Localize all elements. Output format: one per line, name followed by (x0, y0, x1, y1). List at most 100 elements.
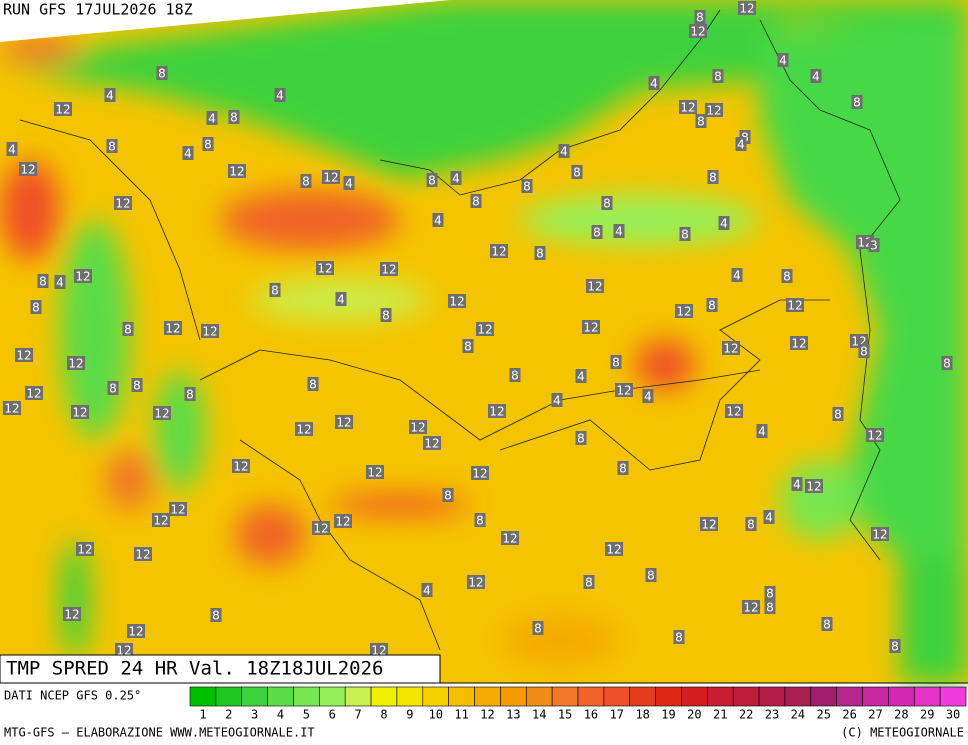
color-cell (810, 686, 837, 707)
contour-label: 4 (758, 425, 766, 439)
contour-label: 8 (696, 11, 704, 25)
contour-label: 12 (26, 387, 41, 401)
contour-label: 12 (313, 522, 328, 536)
color-cell (422, 686, 449, 707)
label-box (37, 274, 49, 288)
label-box (471, 466, 489, 480)
label-box (131, 378, 143, 392)
contour-label: 8 (444, 489, 452, 503)
label-box (476, 322, 494, 336)
label-box (30, 300, 42, 314)
contour-label: 8 (124, 323, 132, 337)
legend-tick-label: 18 (635, 708, 649, 722)
contour-label: 12 (55, 103, 70, 117)
contour-label: 4 (737, 138, 745, 152)
contour-label: 12 (739, 2, 754, 16)
label-box (791, 477, 803, 491)
label-box (615, 383, 633, 397)
label-box (509, 368, 521, 382)
label-box (54, 275, 66, 289)
contour-label: 4 (276, 89, 284, 103)
contour-label: 4 (812, 70, 820, 84)
title-box (0, 654, 441, 684)
contour-label: 4 (106, 89, 114, 103)
contour-label: 12 (583, 321, 598, 335)
contour-label: 8 (709, 171, 717, 185)
contour-label: 8 (891, 640, 899, 654)
color-cell (293, 686, 320, 707)
contour-label: 4 (337, 293, 345, 307)
label-box (448, 294, 466, 308)
color-cell (732, 686, 760, 707)
label-box (307, 377, 319, 391)
contour-label: 8 (747, 518, 755, 532)
label-box (764, 600, 776, 614)
label-box (706, 298, 718, 312)
label-box (941, 356, 953, 370)
label-box (184, 387, 196, 401)
contour-label: 8 (309, 378, 317, 392)
legend-tick-label: 5 (303, 708, 310, 722)
contour-label: 4 (423, 584, 431, 598)
contour-label: 8 (681, 228, 689, 242)
legend-tick-label: 14 (532, 708, 546, 722)
label-box (423, 436, 441, 450)
color-cell (603, 686, 631, 707)
color-cell (784, 686, 812, 707)
contour-label: 8 (577, 432, 585, 446)
contour-label: 8 (464, 340, 472, 354)
label-box (334, 514, 352, 528)
title: TMP SPRED 24 HR Val. 18Z18JUL2026 (6, 658, 384, 680)
legend-tick-label: 22 (739, 708, 753, 722)
label-box (3, 401, 21, 415)
contour-label: 4 (720, 217, 728, 231)
contour-label: 12 (116, 644, 131, 658)
legend-tick-label: 16 (584, 708, 598, 722)
label-box (409, 420, 427, 434)
color-cell (913, 686, 941, 707)
contour-label: 12 (701, 518, 716, 532)
label-box (442, 488, 454, 502)
contour-label: 12 (806, 480, 821, 494)
contour-label: 12 (153, 514, 168, 528)
label-box (370, 643, 388, 657)
contour-label: 8 (109, 382, 117, 396)
label-box (613, 224, 625, 238)
contour-label: 12 (502, 532, 517, 546)
legend-tick-label: 11 (454, 708, 468, 722)
label-box (810, 69, 822, 83)
legend-tick-label: 25 (817, 708, 831, 722)
label-box (312, 521, 330, 535)
label-box (19, 162, 37, 176)
contour-label: 12 (449, 295, 464, 309)
contour-label: 4 (184, 147, 192, 161)
label-box (648, 76, 660, 90)
label-box (777, 53, 789, 67)
label-box (689, 24, 707, 38)
label-box (169, 502, 187, 516)
contour-label: 8 (647, 569, 655, 583)
color-cell (241, 686, 268, 707)
legend-tick-label: 24 (791, 708, 805, 722)
contour-label: 8 (472, 195, 480, 209)
legend-tick-label: 27 (868, 708, 882, 722)
label-box (725, 404, 743, 418)
color-cell (396, 686, 424, 707)
contour-label: 12 (371, 644, 386, 658)
label-box (695, 114, 707, 128)
label-box (122, 322, 134, 336)
contour-label: 4 (553, 394, 561, 408)
label-box (106, 139, 118, 153)
contour-label: 12 (587, 280, 602, 294)
label-box (127, 624, 145, 638)
color-cell (344, 686, 372, 707)
label-box (551, 393, 563, 407)
contour-label: 4 (644, 390, 652, 404)
legend-tick-label: 2 (225, 708, 232, 722)
contour-label: 8 (32, 301, 40, 315)
label-box (269, 283, 281, 297)
contour-label: 12 (726, 405, 741, 419)
label-box (745, 517, 757, 531)
label-box (781, 269, 793, 283)
contour-label: 8 (853, 96, 861, 110)
